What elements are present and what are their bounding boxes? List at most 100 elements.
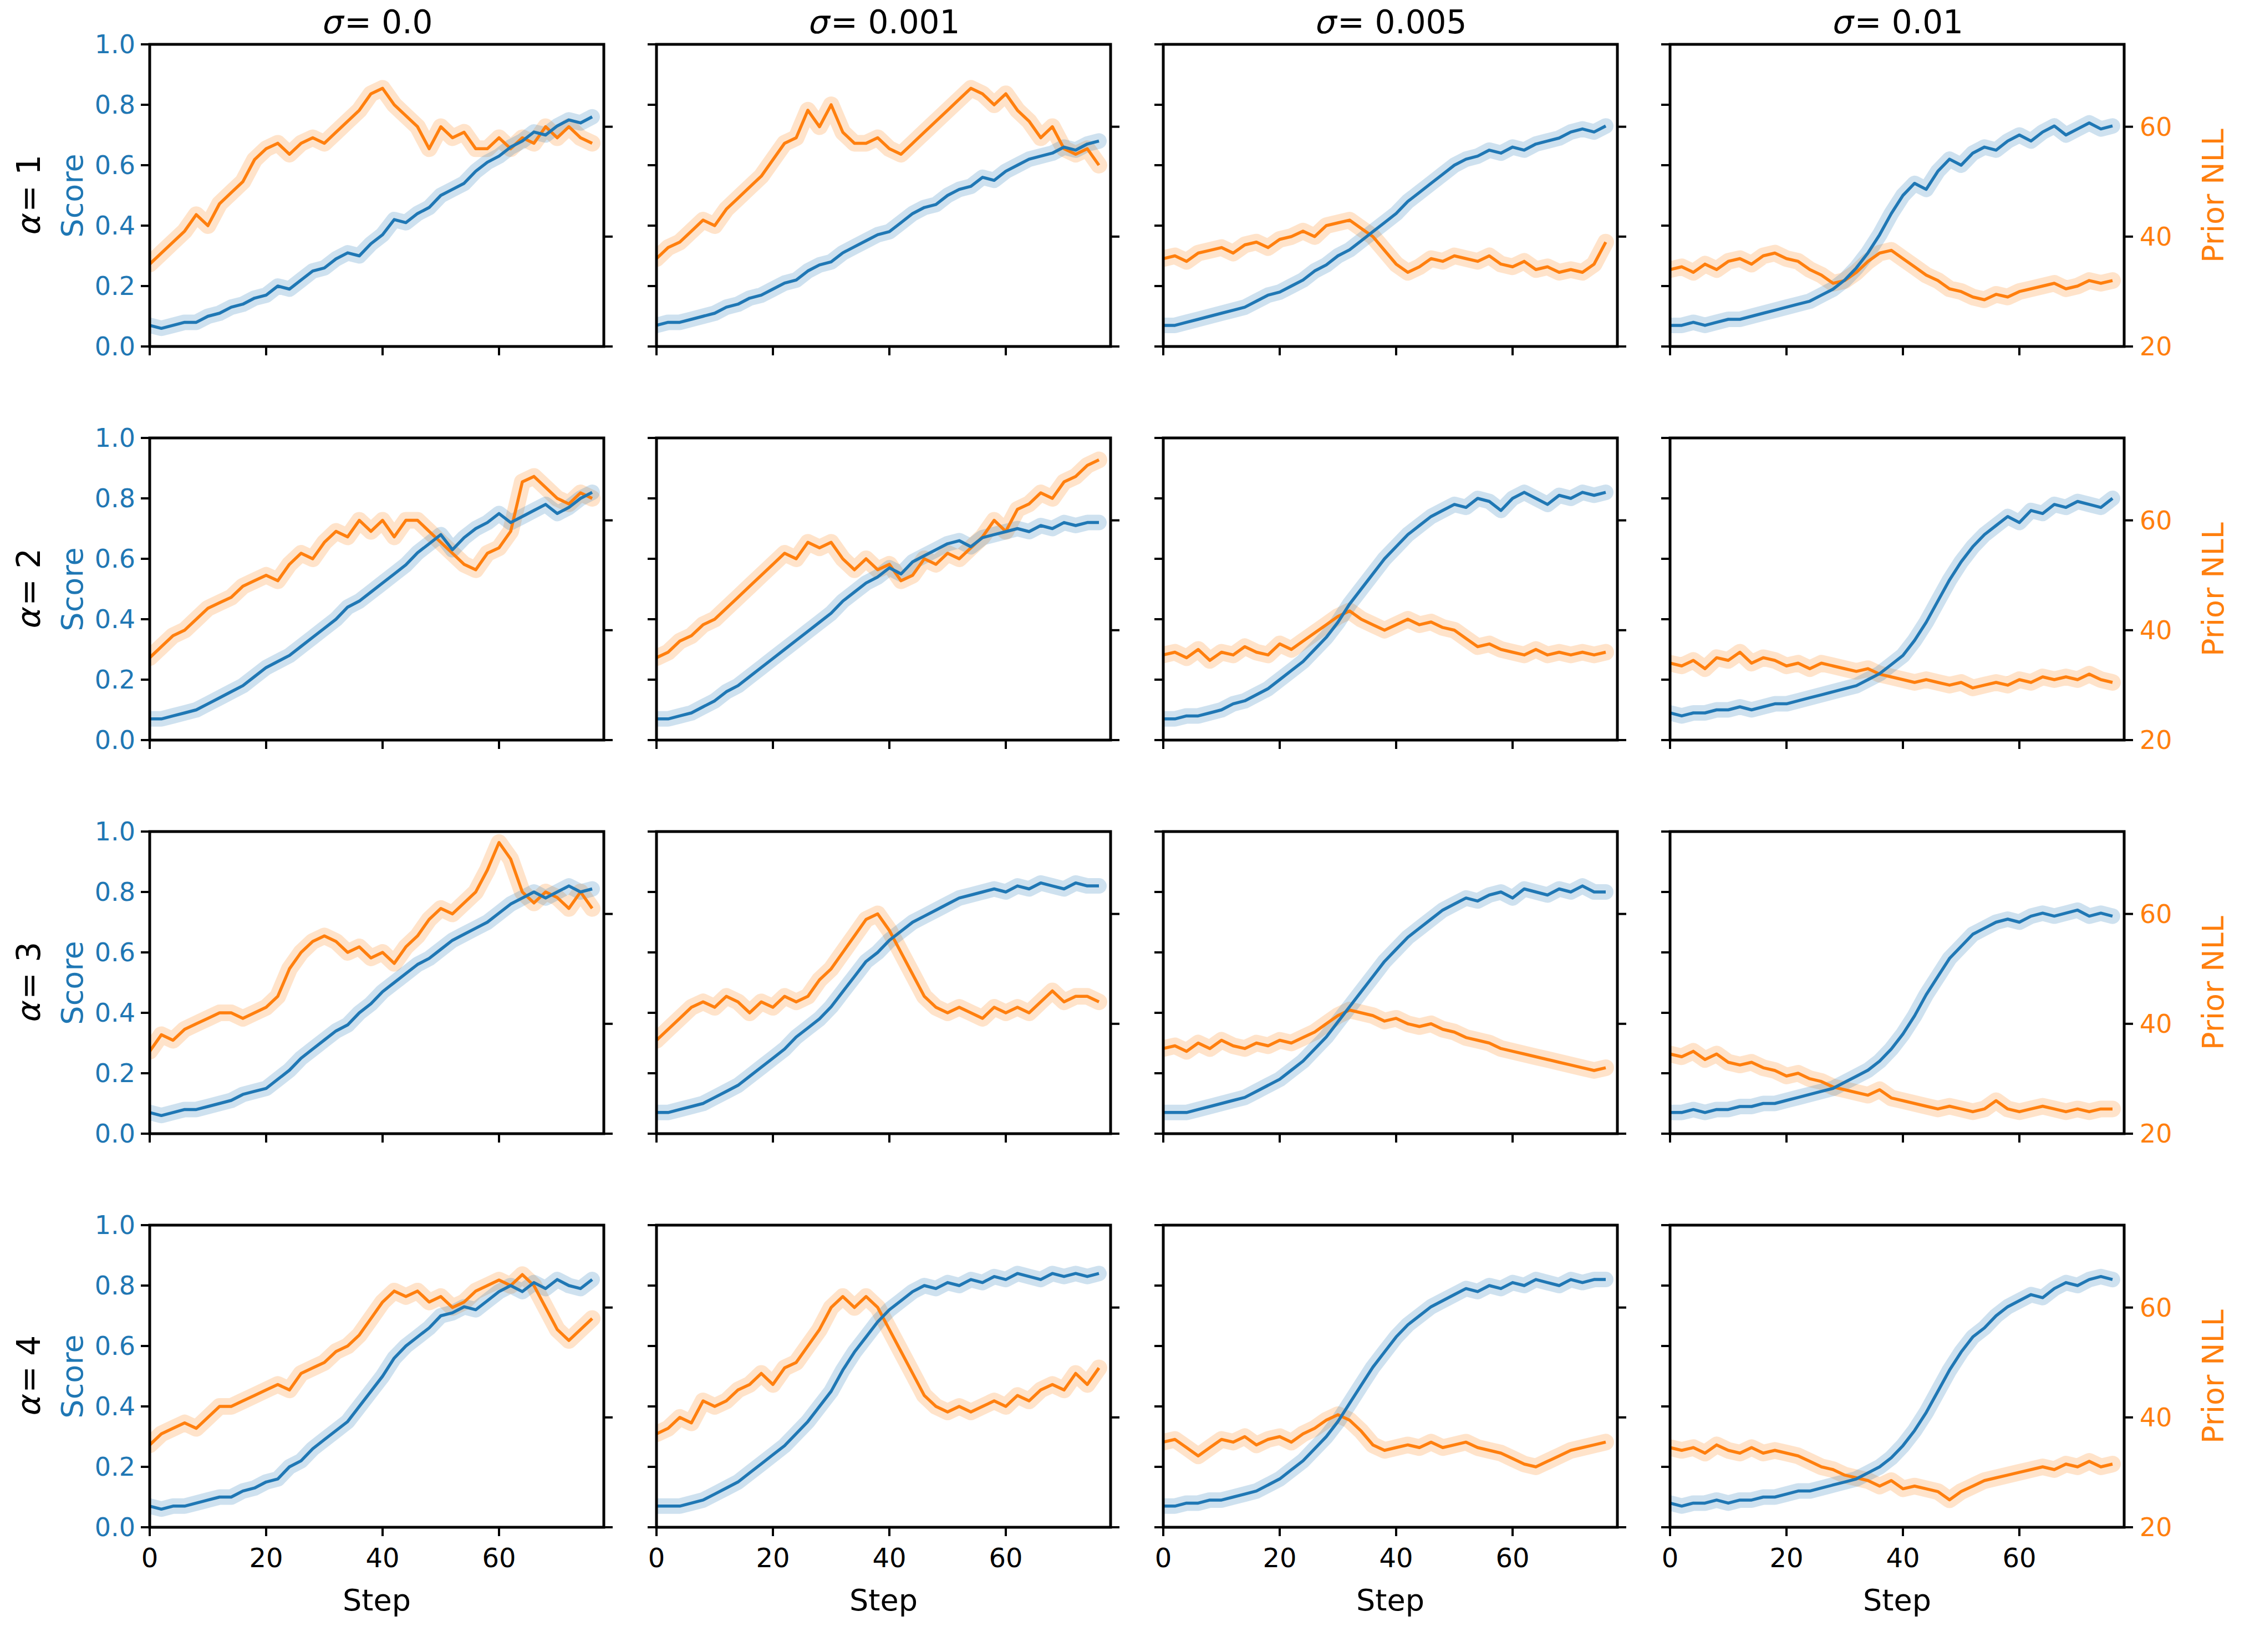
step-tick-label: 20 xyxy=(756,1542,790,1573)
score-line xyxy=(1163,492,1606,719)
score-tick-label: 0.4 xyxy=(95,998,135,1028)
score-tick-label: 0.4 xyxy=(95,604,135,634)
axes-spines xyxy=(150,832,604,1134)
nll-tick-label: 40 xyxy=(2140,615,2172,645)
axes-spines xyxy=(1670,438,2124,740)
score-tick-label: 0.2 xyxy=(95,1452,135,1482)
step-tick-label: 60 xyxy=(2002,1542,2036,1573)
axes-spines xyxy=(1163,438,1617,740)
score-tick-label: 0.2 xyxy=(95,1058,135,1088)
step-tick-label: 20 xyxy=(1769,1542,1803,1573)
col-title-value: = 0.01 xyxy=(1855,3,1963,41)
nll-axis-label-row1: Prior NLL xyxy=(2196,129,2231,263)
row-label-value: = 1 xyxy=(10,154,48,212)
score-band xyxy=(1163,886,1606,1113)
score-tick-label: 0.6 xyxy=(95,150,135,180)
row-label-value: = 3 xyxy=(10,941,48,999)
score-tick-label: 0.2 xyxy=(95,665,135,695)
step-tick-label: 40 xyxy=(872,1542,906,1573)
nll-tick-label: 20 xyxy=(2140,1119,2172,1149)
score-tick-label: 1.0 xyxy=(95,1210,135,1240)
col-title-sigma-0.01: σ= 0.01 xyxy=(1831,3,1963,41)
axes-spines xyxy=(1163,44,1617,346)
score-axis-label-row2: Score xyxy=(55,547,90,631)
nll-band xyxy=(150,476,592,657)
score-tick-label: 0.6 xyxy=(95,544,135,574)
row-label-value: = 2 xyxy=(10,548,48,605)
score-tick-label: 0.8 xyxy=(95,483,135,513)
subplot-alpha1-sigma0: 0.00.20.40.60.81.0 xyxy=(95,29,613,361)
score-band xyxy=(150,886,592,1115)
alpha-symbol: α xyxy=(10,1002,48,1023)
subplot-alpha1-sigma0.005 xyxy=(1154,44,1626,355)
score-line xyxy=(656,141,1099,325)
nll-tick-label: 40 xyxy=(2140,1009,2172,1039)
nll-axis-label-row4: Prior NLL xyxy=(2196,1309,2231,1444)
step-axis-label-col2: Step xyxy=(849,1583,918,1618)
nll-tick-label: 40 xyxy=(2140,1403,2172,1432)
col-title-sigma-0.001: σ= 0.001 xyxy=(807,3,960,41)
score-tick-label: 0.0 xyxy=(95,1119,135,1149)
alpha-symbol: α xyxy=(10,609,48,630)
subplot-alpha3-sigma0: 0.00.20.40.60.81.0 xyxy=(95,817,613,1149)
row-label-value: = 4 xyxy=(10,1335,48,1393)
score-tick-label: 0.0 xyxy=(95,1512,135,1542)
subplot-alpha4-sigma0.01: 20 40 60 0 20 40 60 xyxy=(1661,1225,2172,1573)
col-title-value: = 0.001 xyxy=(831,3,960,41)
nll-tick-label: 20 xyxy=(2140,1512,2172,1542)
score-axis-label-row3: Score xyxy=(55,941,90,1024)
score-band xyxy=(1670,910,2113,1113)
nll-tick-label: 60 xyxy=(2140,112,2172,142)
nll-band xyxy=(1670,251,2113,300)
axes-spines xyxy=(1670,832,2124,1134)
score-tick-label: 1.0 xyxy=(95,423,135,453)
subplot-alpha3-sigma0.01: 20 40 60 xyxy=(1661,832,2172,1149)
row-label-alpha-4: α = 4 xyxy=(10,1335,48,1417)
nll-band xyxy=(656,460,1099,658)
nll-line xyxy=(656,914,1099,1041)
step-tick-label: 0 xyxy=(1662,1542,1679,1573)
nll-band xyxy=(150,1274,592,1445)
score-tick-label: 0.0 xyxy=(95,725,135,755)
score-tick-label: 0.0 xyxy=(95,332,135,361)
subplot-alpha2-sigma0.01: 204060 xyxy=(1661,438,2172,755)
nll-tick-label: 60 xyxy=(2140,899,2172,929)
nll-band xyxy=(150,843,592,1052)
nll-tick-label: 20 xyxy=(2140,332,2172,361)
row-label-alpha-1: α = 1 xyxy=(10,154,48,236)
score-tick-label: 0.8 xyxy=(95,1271,135,1301)
subplot-alpha2-sigma0: 0.0 0.2 0.4 0.6 0.8 1.0 xyxy=(95,423,613,755)
score-axis-label-row1: Score xyxy=(55,154,90,237)
nll-axis-label-row2: Prior NLL xyxy=(2196,522,2231,656)
step-tick-label: 60 xyxy=(482,1542,516,1573)
score-tick-label: 0.6 xyxy=(95,937,135,967)
subplot-alpha1-sigma0.001 xyxy=(648,44,1119,355)
nll-tick-label: 20 xyxy=(2140,725,2172,755)
subplot-alpha3-sigma0.001 xyxy=(648,832,1119,1143)
step-tick-label: 0 xyxy=(648,1542,665,1573)
step-tick-label: 40 xyxy=(1886,1542,1920,1573)
step-tick-label: 20 xyxy=(249,1542,283,1573)
alpha-symbol: α xyxy=(10,1396,48,1417)
nll-band xyxy=(656,914,1099,1041)
nll-tick-label: 60 xyxy=(2140,1293,2172,1323)
sigma-symbol: σ xyxy=(320,3,341,41)
score-axis-label-row4: Score xyxy=(55,1334,90,1418)
score-tick-label: 0.4 xyxy=(95,211,135,241)
step-tick-label: 0 xyxy=(141,1542,159,1573)
subplot-alpha4-sigma0.005: 0204060 xyxy=(1154,1225,1626,1573)
row-label-alpha-3: α = 3 xyxy=(10,941,48,1023)
score-line xyxy=(1163,886,1606,1113)
score-band xyxy=(1163,126,1606,325)
alpha-symbol: α xyxy=(10,215,48,236)
col-title-sigma-0.0: σ= 0.0 xyxy=(320,3,432,41)
sigma-symbol: σ xyxy=(1831,3,1851,41)
step-tick-label: 20 xyxy=(1263,1542,1296,1573)
sigma-symbol: σ xyxy=(1314,3,1335,41)
subplot-alpha3-sigma0.005 xyxy=(1154,832,1626,1143)
score-band xyxy=(1163,492,1606,719)
col-title-sigma-0.005: σ= 0.005 xyxy=(1314,3,1467,41)
step-axis-label-col4: Step xyxy=(1863,1583,1931,1618)
subplot-alpha1-sigma0.01: 204060 xyxy=(1661,44,2172,361)
plots-canvas: 0.0 0.2 0.4 0.6 0.8 1.0 20 40 60 0.0 0.2 0.4 0.6 0.8 1… xyxy=(0,0,2260,1652)
